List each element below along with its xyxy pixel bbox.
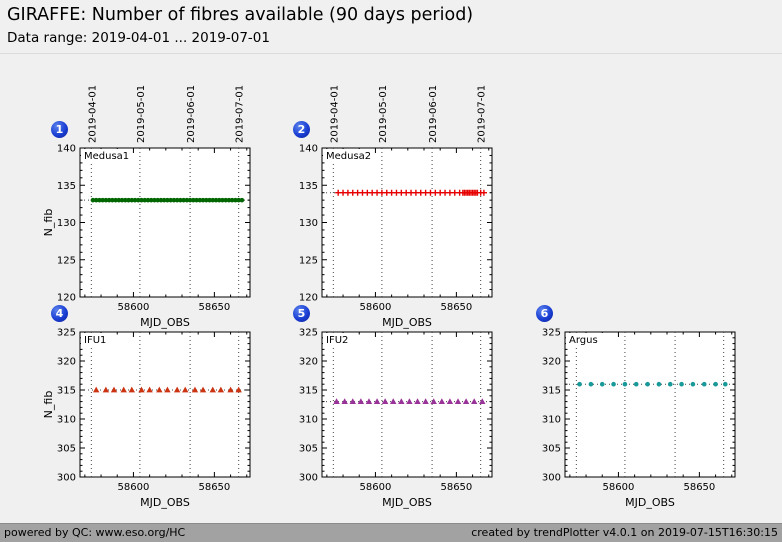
svg-text:58600: 58600 xyxy=(603,482,635,493)
chart-argus: 300 305 310 315 320 325 58600 58650 Argus MJD_OBS xyxy=(542,328,736,509)
top-date-label: 2019-05-01 xyxy=(378,85,389,143)
top-date-label: 2019-05-01 xyxy=(136,85,147,143)
footer-bar: powered by QC: www.eso.org/HC created by… xyxy=(0,523,782,542)
page-title: GIRAFFE: Number of fibres available (90 … xyxy=(7,5,474,25)
svg-text:315: 315 xyxy=(542,386,561,397)
svg-text:320: 320 xyxy=(299,357,318,368)
top-date-label: 2019-06-01 xyxy=(428,85,439,143)
footer-qc-text: powered by QC: www.eso.org/HC xyxy=(4,526,186,539)
charts-area: 2019-04-01 2019-05-01 2019-06-01 2019-07-01… xyxy=(42,85,736,509)
svg-text:58600: 58600 xyxy=(360,482,392,493)
svg-text:310: 310 xyxy=(542,415,561,426)
svg-text:140: 140 xyxy=(57,144,76,155)
svg-text:58650: 58650 xyxy=(683,482,715,493)
svg-text:58600: 58600 xyxy=(118,482,150,493)
svg-text:58650: 58650 xyxy=(198,302,230,313)
panel-badge-5: 5 xyxy=(293,305,310,322)
svg-text:310: 310 xyxy=(299,415,318,426)
x-axis-label: MJD_OBS xyxy=(382,316,432,329)
svg-text:130: 130 xyxy=(57,218,76,229)
svg-text:320: 320 xyxy=(57,357,76,368)
x-axis-label: MJD_OBS xyxy=(140,496,190,509)
chart-medusa2: 2019-04-01 2019-05-01 2019-06-01 2019-07-01… xyxy=(299,85,493,329)
header-bar: GIRAFFE: Number of fibres available (90 … xyxy=(0,0,782,54)
svg-text:58600: 58600 xyxy=(360,302,392,313)
svg-text:125: 125 xyxy=(299,255,318,266)
svg-text:315: 315 xyxy=(57,386,76,397)
top-date-label: 2019-07-01 xyxy=(235,85,246,143)
chart-medusa1: 2019-04-01 2019-05-01 2019-06-01 2019-07-01… xyxy=(42,85,251,329)
series-label: Argus xyxy=(569,335,598,346)
svg-text:300: 300 xyxy=(299,473,318,484)
y-axis-label: N_fib xyxy=(42,209,55,237)
footer-credit-text: created by trendPlotter v4.0.1 on 2019-0… xyxy=(471,526,778,539)
svg-text:310: 310 xyxy=(57,415,76,426)
top-date-label: 2019-07-01 xyxy=(477,85,488,143)
top-date-label: 2019-06-01 xyxy=(186,85,197,143)
svg-text:305: 305 xyxy=(57,444,76,455)
top-date-label: 2019-04-01 xyxy=(87,85,98,143)
x-axis-label: MJD_OBS xyxy=(625,496,675,509)
date-range-subtitle: Data range: 2019-04-01 ... 2019-07-01 xyxy=(7,30,270,46)
svg-text:305: 305 xyxy=(299,444,318,455)
svg-text:58650: 58650 xyxy=(440,482,472,493)
panel-badge-2: 2 xyxy=(293,121,310,138)
svg-text:305: 305 xyxy=(542,444,561,455)
svg-text:130: 130 xyxy=(299,218,318,229)
svg-text:120: 120 xyxy=(299,293,318,304)
y-axis-label: N_fib xyxy=(42,391,55,419)
svg-text:300: 300 xyxy=(57,473,76,484)
panel-badge-4: 4 xyxy=(51,305,68,322)
svg-text:58650: 58650 xyxy=(440,302,472,313)
top-date-label: 2019-04-01 xyxy=(329,85,340,143)
svg-text:135: 135 xyxy=(299,181,318,192)
svg-text:58600: 58600 xyxy=(118,302,150,313)
svg-text:58650: 58650 xyxy=(198,482,230,493)
svg-text:315: 315 xyxy=(299,386,318,397)
svg-text:300: 300 xyxy=(542,473,561,484)
svg-text:325: 325 xyxy=(299,328,318,339)
svg-text:325: 325 xyxy=(57,328,76,339)
series-label: Medusa1 xyxy=(84,151,129,162)
svg-text:320: 320 xyxy=(542,357,561,368)
svg-text:125: 125 xyxy=(57,255,76,266)
panel-badge-6: 6 xyxy=(536,305,553,322)
series-label: IFU1 xyxy=(84,335,106,346)
svg-text:325: 325 xyxy=(542,328,561,339)
panel-badge-1: 1 xyxy=(51,121,68,138)
x-axis-label: MJD_OBS xyxy=(382,496,432,509)
chart-ifu1: 300 305 310 315 320 325 58600 58650 IFU1 MJD_OBS N… xyxy=(42,328,251,509)
svg-text:120: 120 xyxy=(57,293,76,304)
x-axis-label: MJD_OBS xyxy=(140,316,190,329)
svg-text:135: 135 xyxy=(57,181,76,192)
series-label: IFU2 xyxy=(326,335,348,346)
chart-ifu2: 300 305 310 315 320 325 58600 58650 IFU2 MJD_OBS xyxy=(299,328,493,509)
series-label: Medusa2 xyxy=(326,151,371,162)
svg-text:140: 140 xyxy=(299,144,318,155)
